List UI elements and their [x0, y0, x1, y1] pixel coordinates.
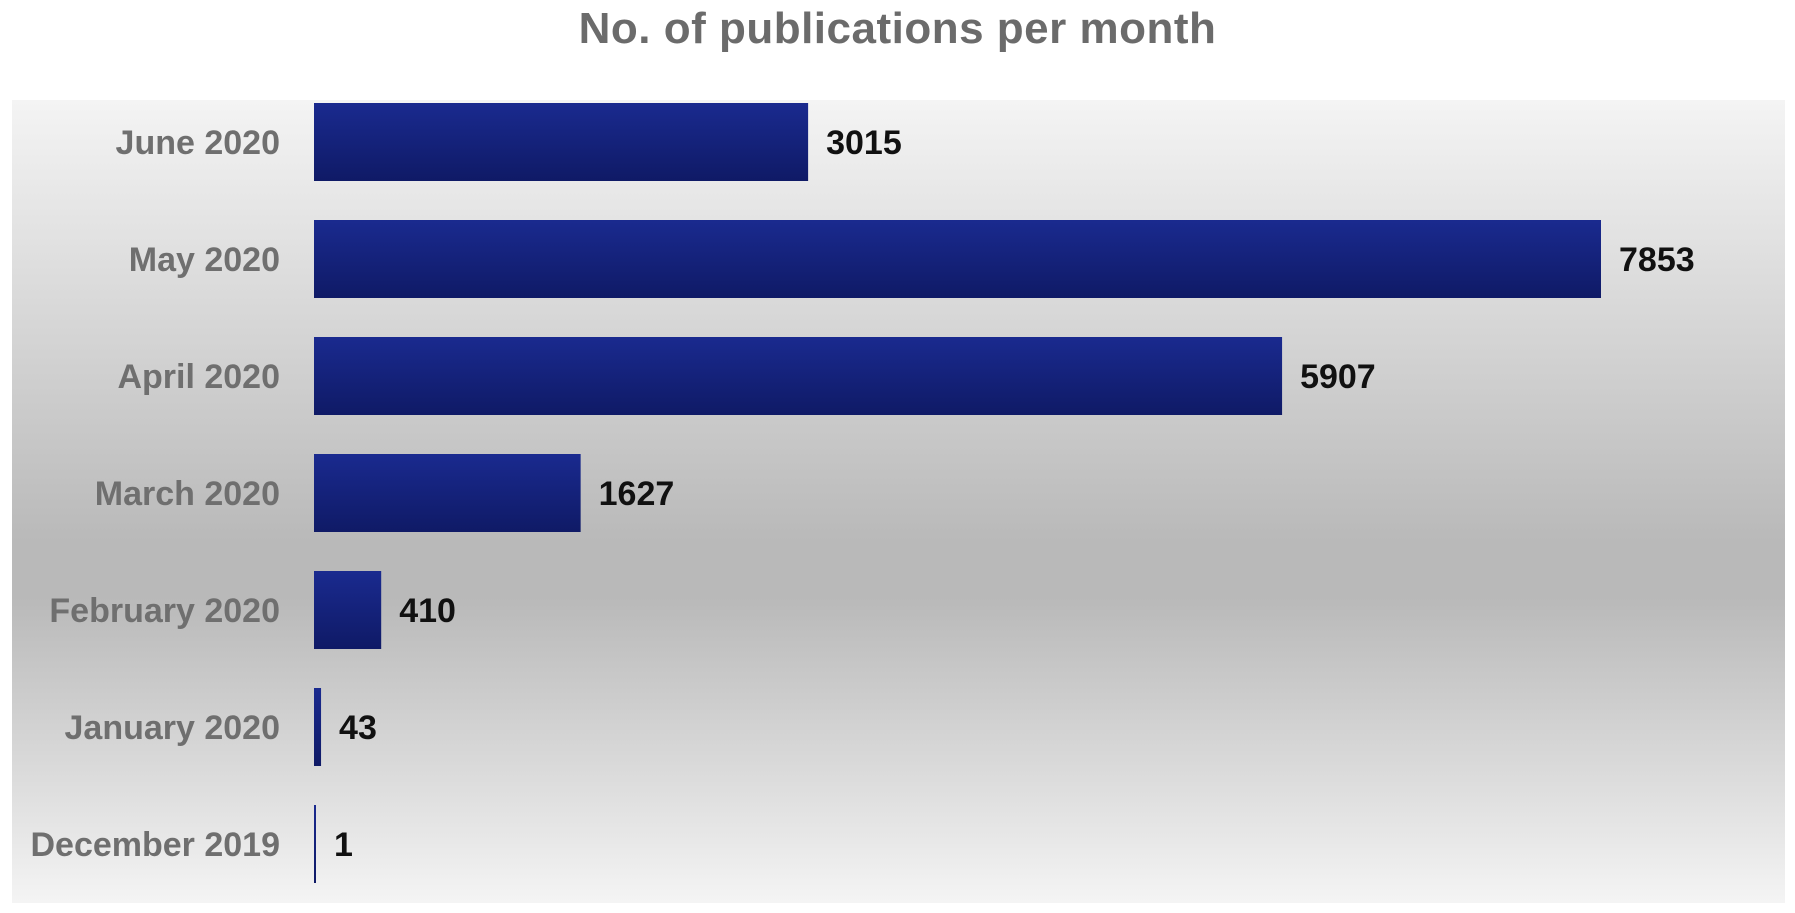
category-label: January 2020 — [65, 709, 281, 747]
value-label: 7853 — [1619, 241, 1695, 279]
bar-march-2020 — [314, 454, 581, 532]
value-label: 43 — [339, 709, 377, 747]
value-label: 1627 — [599, 475, 675, 513]
value-label: 3015 — [826, 124, 902, 162]
category-label: March 2020 — [95, 475, 280, 513]
category-label: June 2020 — [116, 124, 280, 162]
category-label: April 2020 — [117, 358, 280, 396]
category-label: May 2020 — [129, 241, 280, 279]
category-label: February 2020 — [49, 592, 280, 630]
category-label: December 2019 — [30, 826, 280, 864]
value-label: 410 — [399, 592, 456, 630]
bar-january-2020 — [314, 688, 321, 766]
value-label: 1 — [334, 826, 353, 864]
value-label: 5907 — [1300, 358, 1376, 396]
bar-december-2019 — [314, 805, 316, 883]
bar-february-2020 — [314, 571, 381, 649]
bar-june-2020 — [314, 103, 808, 181]
bar-may-2020 — [314, 220, 1601, 298]
bar-april-2020 — [314, 337, 1282, 415]
